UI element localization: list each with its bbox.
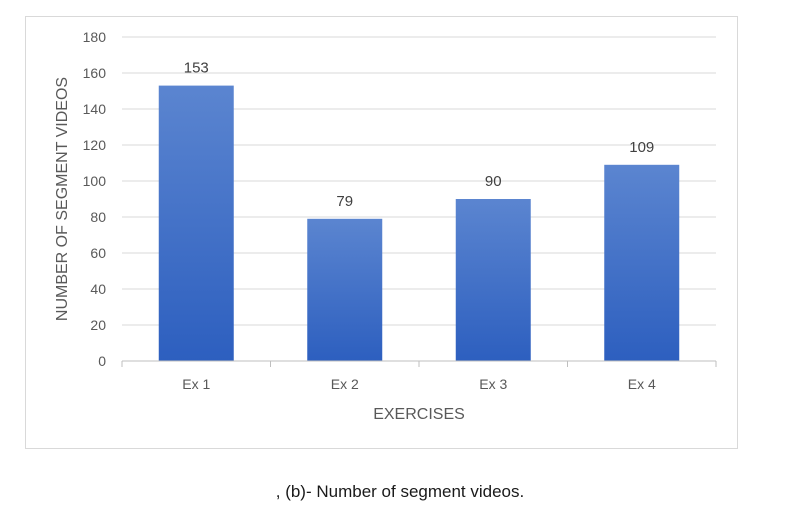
bar	[604, 164, 680, 361]
x-tick-label: Ex 1	[182, 376, 210, 392]
x-axis-title: EXERCISES	[373, 406, 465, 423]
y-tick-label: 0	[98, 353, 106, 369]
y-tick-label: 160	[83, 65, 107, 81]
y-tick-label: 180	[83, 29, 107, 45]
x-tick-label: Ex 2	[331, 376, 359, 392]
bar	[307, 218, 383, 361]
y-tick-label: 100	[83, 173, 107, 189]
x-tick-label: Ex 3	[479, 376, 507, 392]
y-tick-label: 80	[90, 209, 106, 225]
data-labels: 153 79 90 109	[184, 60, 655, 210]
y-tick-label: 40	[90, 281, 106, 297]
data-label: 90	[485, 173, 502, 190]
y-tick-label: 20	[90, 317, 106, 333]
x-tick-label: Ex 4	[628, 376, 656, 392]
data-label: 79	[336, 193, 353, 210]
y-tick-label: 60	[90, 245, 106, 261]
data-label: 153	[184, 60, 209, 77]
figure-caption: , (b)- Number of segment videos.	[275, 482, 525, 501]
bars	[158, 85, 680, 361]
x-axis: Ex 1 Ex 2 Ex 3 Ex 4	[121, 360, 717, 392]
bar	[158, 85, 234, 361]
bar	[455, 199, 531, 361]
y-tick-label: 140	[83, 101, 107, 117]
y-axis-ticks: 0 20 40 60 80 100 120 140 160 180	[83, 29, 107, 369]
bar-chart: 0 20 40 60 80 100 120 140 160 180 153 79 90 109 Ex 1…	[54, 29, 717, 423]
y-axis-title: NUMBER OF SEGMENT VIDEOS	[54, 77, 71, 321]
data-label: 109	[629, 139, 654, 156]
y-tick-label: 120	[83, 137, 107, 153]
